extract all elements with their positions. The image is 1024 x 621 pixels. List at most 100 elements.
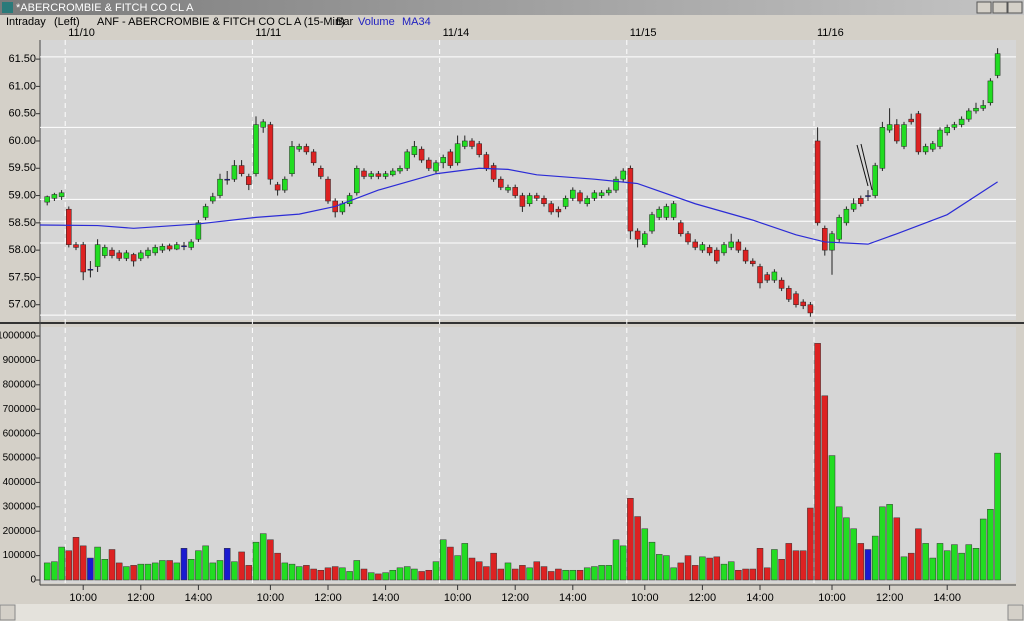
volume-tick-label: 900000	[3, 355, 37, 366]
volume-tick-label: 200000	[3, 526, 37, 537]
candle-body	[577, 192, 583, 202]
volume-bar	[339, 567, 346, 581]
scroll-right[interactable]	[1007, 604, 1024, 621]
y-tick-label: 58.50	[8, 217, 36, 229]
candle-body	[44, 196, 50, 203]
volume-bar	[857, 543, 865, 581]
volume-bar	[591, 566, 598, 581]
x-tick-label: 10:00	[818, 592, 846, 604]
y-tick-label: 61.00	[8, 80, 36, 92]
candle-body	[418, 148, 425, 161]
volume-bar	[814, 343, 821, 581]
volume-bar	[144, 563, 152, 581]
volume-bar	[72, 537, 80, 581]
volume-bar	[713, 556, 721, 581]
candle-body	[440, 157, 446, 164]
candle-body	[130, 254, 137, 262]
candle-body	[267, 124, 274, 180]
volume-bar	[677, 562, 685, 581]
candle-body	[735, 241, 742, 251]
candle-body	[102, 247, 108, 256]
candle-body	[836, 217, 842, 240]
volume-bar	[605, 565, 613, 581]
candle-body	[426, 159, 432, 169]
volume-bar	[648, 541, 656, 581]
volume-bar	[490, 552, 497, 581]
candle-body	[109, 249, 115, 256]
volume-bar	[699, 556, 706, 581]
candle-body	[354, 168, 360, 194]
candle-body	[224, 178, 230, 181]
volume-bar	[353, 560, 361, 581]
candle-body	[562, 198, 569, 207]
date-label: 11/14	[443, 27, 470, 39]
minimize-button[interactable]	[976, 1, 992, 14]
candle-body	[649, 214, 655, 232]
candle-body	[51, 194, 58, 199]
header-volume: Volume	[358, 16, 395, 28]
close-button[interactable]	[1007, 1, 1023, 14]
volume-bar	[735, 569, 742, 581]
candle-body	[843, 208, 850, 224]
volume-bar	[382, 572, 389, 581]
volume-bar	[785, 543, 793, 581]
header-axis: (Left)	[54, 16, 80, 28]
candle-body	[231, 165, 238, 180]
y-tick-label: 61.50	[8, 53, 36, 65]
volume-bar	[763, 567, 771, 581]
volume-tick-label: 400000	[3, 477, 37, 488]
candle-body	[116, 252, 122, 259]
candle-body	[555, 208, 562, 213]
volume-bar	[360, 568, 368, 581]
candle-body	[894, 124, 900, 142]
volume-bar	[943, 550, 951, 581]
candle-body	[822, 228, 828, 251]
volume-tick-label: 800000	[3, 379, 37, 390]
volume-bar	[540, 566, 548, 581]
volume-bar	[425, 569, 433, 581]
x-tick-label: 10:00	[257, 592, 285, 604]
candle-body	[541, 198, 547, 204]
candle-body	[361, 170, 367, 177]
volume-bar	[295, 566, 303, 581]
volume-bar	[907, 552, 915, 581]
candle-body	[174, 244, 180, 250]
volume-bar	[807, 507, 814, 581]
candle-body	[181, 245, 187, 248]
scrollbar[interactable]	[0, 604, 1024, 621]
volume-bar	[310, 568, 317, 581]
price-panel	[40, 40, 1016, 320]
annotation-strokes	[856, 143, 873, 191]
date-label: 11/16	[817, 27, 844, 39]
candle-body	[195, 222, 202, 240]
volume-bar	[497, 568, 505, 581]
volume-bar	[151, 562, 159, 581]
volume-bar	[94, 546, 101, 581]
candle-body	[58, 192, 65, 197]
window-buttons[interactable]	[976, 1, 1023, 14]
volume-bar	[670, 567, 677, 581]
volume-bar	[115, 562, 123, 581]
volume-bar	[274, 552, 281, 581]
volume-bar	[447, 546, 454, 581]
scroll-left[interactable]	[0, 604, 16, 621]
x-tick-label: 14:00	[372, 592, 400, 604]
y-tick-label: 58.00	[8, 244, 36, 256]
volume-bar	[533, 561, 541, 581]
candle-body	[714, 249, 720, 262]
candle-body	[908, 118, 914, 123]
volume-bar	[79, 545, 87, 581]
volume-bar	[511, 568, 519, 581]
title-bar	[0, 0, 1024, 15]
volume-bar	[771, 549, 778, 581]
candle-body	[246, 176, 252, 185]
x-tick-label: 14:00	[933, 592, 961, 604]
candle-body	[620, 170, 626, 180]
restore-button[interactable]	[992, 1, 1008, 14]
volume-bar	[130, 565, 137, 581]
header-mode: Intraday	[6, 16, 46, 28]
volume-bar	[159, 560, 166, 581]
candle-body	[526, 195, 533, 204]
candle-body	[944, 127, 950, 134]
candle-body	[692, 241, 698, 248]
